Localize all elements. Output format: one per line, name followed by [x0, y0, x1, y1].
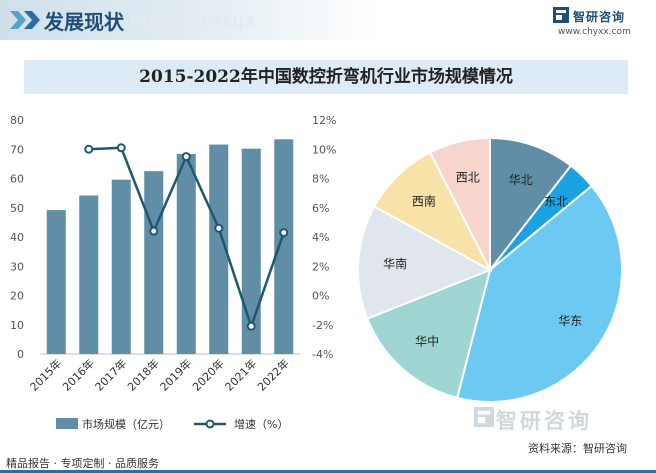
- growth-point: [84, 144, 94, 154]
- y2-axis-tick-label: 12%: [312, 114, 336, 127]
- y-axis-tick-label: 40: [10, 231, 24, 244]
- y2-axis-tick-label: 6%: [312, 202, 329, 215]
- bar: [209, 144, 229, 354]
- chart-title: 2015-2022年中国数控折弯机行业市场规模情况: [139, 67, 513, 87]
- growth-point: [116, 143, 126, 153]
- pie-slice-label: 华南: [383, 256, 407, 271]
- bar: [241, 148, 261, 354]
- chart-title-band: [24, 60, 628, 94]
- bar: [46, 210, 66, 354]
- site-url: www.chyxx.com: [558, 27, 631, 37]
- header: 发展现状 ment status 智研咨询 www.chyxx.com: [0, 0, 656, 44]
- y-axis-tick-label: 60: [10, 173, 24, 186]
- chevron-right-icon: [10, 11, 26, 29]
- bar: [144, 171, 164, 354]
- growth-point: [149, 226, 159, 236]
- footer-slogan: 精品报告 · 专项定制 · 品质服务: [6, 457, 159, 470]
- y2-axis-tick-label: 4%: [312, 231, 329, 244]
- x-axis-tick-label: 2022年: [254, 356, 291, 393]
- x-axis-tick-label: 2018年: [124, 356, 161, 393]
- brand-logo-icon: [553, 7, 569, 23]
- pie-slice-label: 华北: [509, 173, 533, 187]
- pie-slice: [357, 205, 493, 320]
- y2-axis-tick-label: -2%: [312, 319, 333, 332]
- growth-point: [214, 223, 224, 233]
- y-axis-tick-label: 30: [10, 260, 24, 273]
- y-axis-tick-label: 20: [10, 290, 24, 303]
- section-subtitle: ment status: [130, 12, 257, 32]
- y-axis-tick-label: 50: [10, 202, 24, 215]
- legend-swatch-bar: [56, 418, 78, 429]
- x-axis-tick-label: 2015年: [27, 356, 64, 393]
- growth-point: [279, 228, 289, 238]
- y2-axis-tick-label: 2%: [312, 260, 329, 273]
- y2-axis-tick-label: 10%: [312, 143, 336, 156]
- y-axis-tick-label: 80: [10, 114, 24, 127]
- y2-axis-tick-label: -4%: [312, 348, 333, 361]
- y-axis-tick-label: 70: [10, 143, 24, 156]
- watermark-logo-icon: [474, 407, 494, 427]
- pie-slice: [372, 151, 493, 273]
- pie-slice-label: 西北: [456, 171, 480, 185]
- pie-slice-label: 东北: [544, 195, 568, 209]
- pie-slice: [489, 136, 573, 273]
- bottom-rule: [0, 470, 656, 473]
- legend-swatch-marker: [205, 419, 215, 429]
- watermark-text: 智研咨询: [496, 409, 592, 433]
- pie-slice-label: 华东: [558, 314, 582, 328]
- pie-slice-label: 西南: [412, 194, 436, 209]
- bar: [274, 139, 294, 354]
- growth-point: [246, 321, 256, 331]
- source-note: 资料来源：智研咨询: [528, 442, 627, 455]
- legend-label: 增速（%）: [234, 417, 288, 431]
- pie-slice-label: 华中: [415, 333, 439, 348]
- x-axis-tick-label: 2021年: [222, 356, 259, 393]
- legend-label: 市场规模（亿元）: [82, 417, 170, 431]
- x-axis-tick-label: 2019年: [157, 356, 194, 393]
- y2-axis-tick-label: 8%: [312, 173, 329, 186]
- section-title: 发展现状: [44, 10, 124, 34]
- pie-slice: [365, 268, 492, 400]
- bar: [176, 153, 196, 354]
- y2-axis-tick-label: 0%: [312, 290, 329, 303]
- x-axis-tick-label: 2016年: [59, 356, 96, 393]
- brand-name: 智研咨询: [573, 10, 626, 24]
- y-axis-tick-label: 10: [10, 319, 24, 332]
- growth-point: [181, 152, 191, 162]
- pie-slice: [428, 136, 491, 271]
- chevron-right-icon: [24, 11, 40, 29]
- bar: [79, 195, 99, 354]
- bar: [111, 179, 131, 354]
- x-axis-tick-label: 2020年: [189, 356, 226, 393]
- header-banner: [0, 0, 380, 40]
- x-axis-tick-label: 2017年: [92, 356, 129, 393]
- pie-slice: [455, 184, 623, 403]
- y-axis-tick-label: 0: [17, 348, 24, 361]
